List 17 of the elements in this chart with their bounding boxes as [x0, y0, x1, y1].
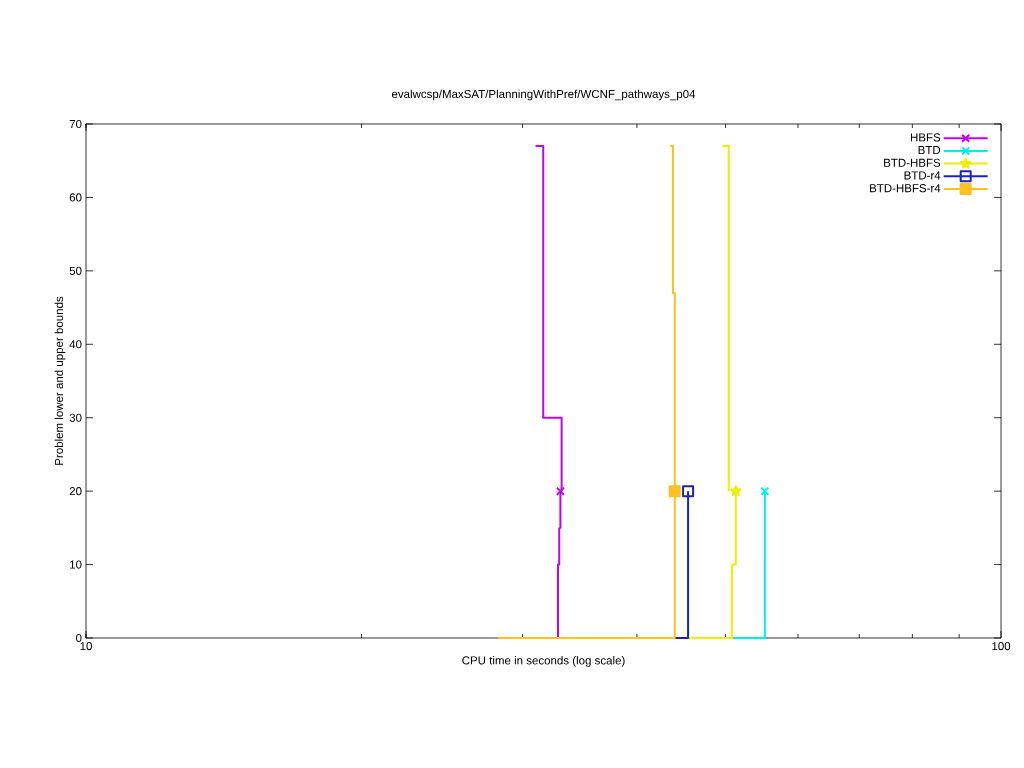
legend-label: BTD	[918, 146, 941, 154]
y-tick-label: 30	[69, 413, 82, 422]
legend-label: BTD-HBFS	[884, 158, 941, 167]
legend-label: HBFS	[910, 133, 941, 142]
x-axis-title: CPU time in seconds (log scale)	[462, 656, 625, 667]
x-tick-label: 100	[992, 642, 1011, 651]
y-tick-label: 20	[69, 487, 82, 496]
y-tick-label: 70	[69, 119, 82, 129]
y-tick-label: 10	[70, 560, 82, 569]
chart-title: evalwcsp/MaxSAT/PlanningWithPref/WCNF_pathways_p04	[391, 89, 696, 101]
y-tick-label: 60	[69, 193, 82, 202]
y-axis-title: Problem lower and upper bounds	[54, 296, 66, 465]
legend-label: BTD-HBFS-r4	[870, 184, 941, 193]
legend-label: BTD-r4	[904, 171, 941, 180]
y-tick-label: 40	[69, 340, 82, 349]
y-tick-label: 0	[76, 633, 82, 643]
y-tick-label: 50	[69, 266, 82, 275]
